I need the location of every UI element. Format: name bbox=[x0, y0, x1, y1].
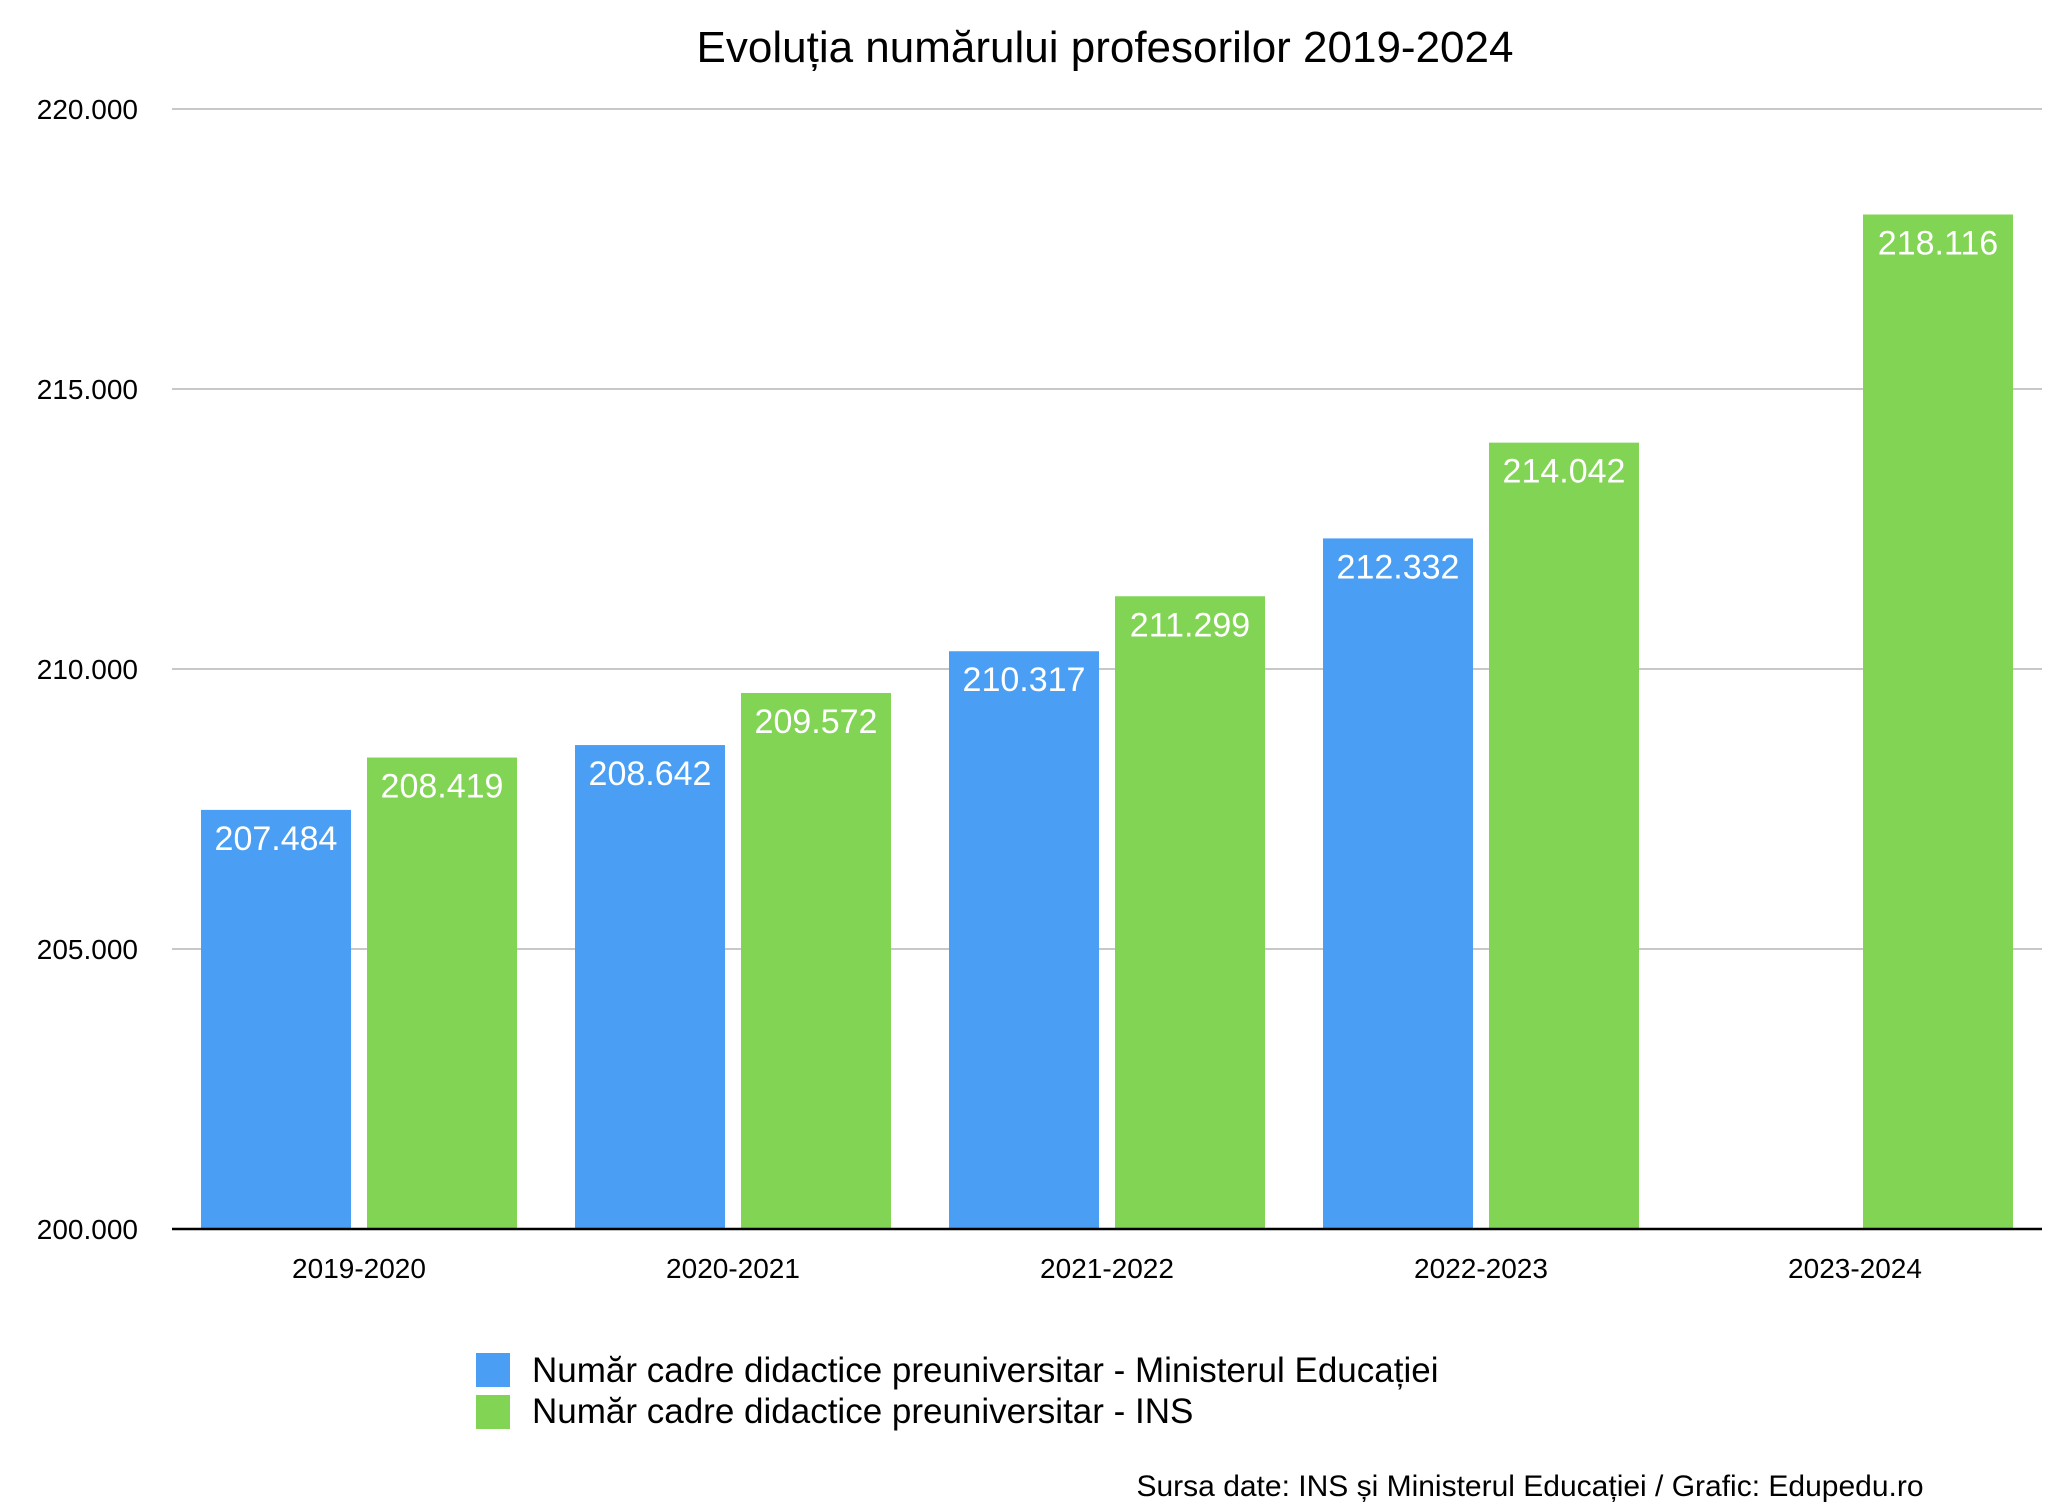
legend-swatch-ins bbox=[476, 1395, 510, 1429]
x-tick-label: 2022-2023 bbox=[1414, 1253, 1548, 1284]
data-label: 208.419 bbox=[381, 768, 504, 806]
y-tick-label: 200.000 bbox=[37, 1214, 138, 1245]
data-label: 208.642 bbox=[589, 755, 712, 793]
y-tick-label: 215.000 bbox=[37, 374, 138, 405]
bar-ministry[interactable] bbox=[949, 651, 1099, 1229]
bar-ins[interactable] bbox=[1489, 442, 1639, 1229]
bar-ins[interactable] bbox=[367, 757, 517, 1229]
chart-title: Evoluția numărului profesorilor 2019-202… bbox=[697, 23, 1514, 72]
legend-item-ministry[interactable]: Număr cadre didactice preuniversitar - M… bbox=[476, 1351, 1438, 1390]
legend-label-ministry: Număr cadre didactice preuniversitar - M… bbox=[532, 1351, 1438, 1390]
x-tick-label: 2021-2022 bbox=[1040, 1253, 1174, 1284]
source-note: Sursa date: INS și Ministerul Educației … bbox=[1136, 1470, 1923, 1503]
data-label: 211.299 bbox=[1130, 606, 1250, 644]
bar-ministry[interactable] bbox=[575, 745, 725, 1229]
data-label: 207.484 bbox=[215, 820, 338, 858]
bar-ministry[interactable] bbox=[1323, 538, 1473, 1229]
bar-ins[interactable] bbox=[1115, 596, 1265, 1229]
legend-swatch-ministry bbox=[476, 1353, 510, 1387]
data-label: 214.042 bbox=[1503, 453, 1626, 491]
data-label: 209.572 bbox=[755, 703, 878, 741]
y-tick-label: 205.000 bbox=[37, 934, 138, 965]
y-tick-label: 210.000 bbox=[37, 654, 138, 685]
data-label: 212.332 bbox=[1337, 548, 1460, 586]
bar-ins[interactable] bbox=[1863, 214, 2013, 1229]
gridlines bbox=[172, 108, 2042, 950]
x-tick-label: 2019-2020 bbox=[292, 1253, 426, 1284]
y-tick-label: 220.000 bbox=[37, 94, 138, 125]
bars: 207.484 208.419 208.642 209.572 210.317 211.2… bbox=[201, 214, 2013, 1229]
bar-ministry[interactable] bbox=[201, 809, 351, 1229]
legend-item-ins[interactable]: Număr cadre didactice preuniversitar - I… bbox=[476, 1392, 1193, 1431]
x-tick-label: 2020-2021 bbox=[666, 1253, 800, 1284]
y-axis-ticks: 200.000 205.000 210.000 215.000 220.000 bbox=[37, 94, 138, 1245]
x-tick-label: 2023-2024 bbox=[1788, 1253, 1922, 1284]
legend: Număr cadre didactice preuniversitar - M… bbox=[476, 1351, 1438, 1431]
legend-label-ins: Număr cadre didactice preuniversitar - I… bbox=[532, 1392, 1193, 1431]
x-axis-ticks: 2019-2020 2020-2021 2021-2022 2022-2023 2023… bbox=[292, 1253, 1922, 1284]
data-label: 210.317 bbox=[963, 661, 1086, 699]
bar-ins[interactable] bbox=[741, 692, 891, 1229]
data-label: 218.116 bbox=[1878, 225, 1998, 263]
